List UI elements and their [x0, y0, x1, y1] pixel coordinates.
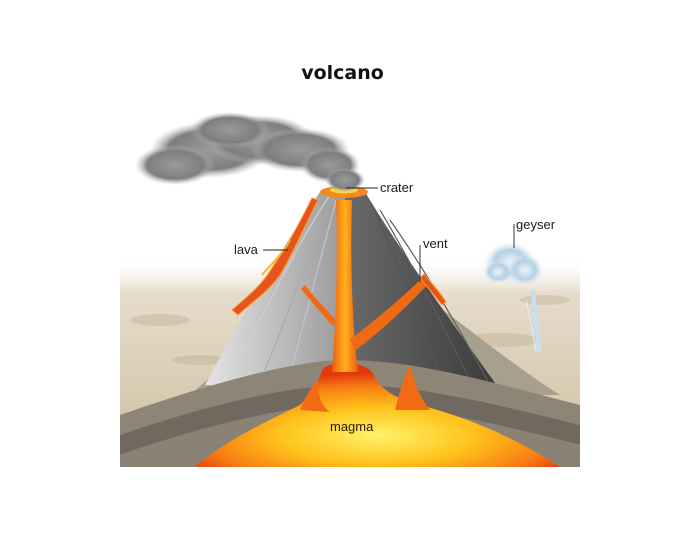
magma-dike-left	[300, 380, 330, 412]
geyser-label: geyser	[516, 217, 556, 232]
crater-label: crater	[380, 180, 414, 195]
scene	[120, 112, 580, 467]
lava-flow-right	[419, 273, 447, 306]
side-vent-branch	[350, 278, 428, 350]
leader-lines	[263, 187, 515, 282]
sill-branch-left	[301, 285, 336, 326]
cone-right-side	[345, 190, 500, 395]
smoke-plume	[135, 112, 365, 192]
magma-chamber	[195, 362, 560, 467]
vent-label: vent	[423, 236, 448, 251]
crust-layer-middle	[120, 385, 580, 455]
lava-label: lava	[234, 242, 258, 257]
main-conduit	[332, 200, 358, 372]
crust-layer-top	[120, 360, 580, 435]
magma-dike-right	[395, 365, 430, 410]
cone-strata	[239, 194, 491, 386]
diagram-title: volcano	[301, 62, 384, 84]
geyser-illustration	[483, 242, 543, 353]
magma-label: magma	[330, 419, 374, 434]
